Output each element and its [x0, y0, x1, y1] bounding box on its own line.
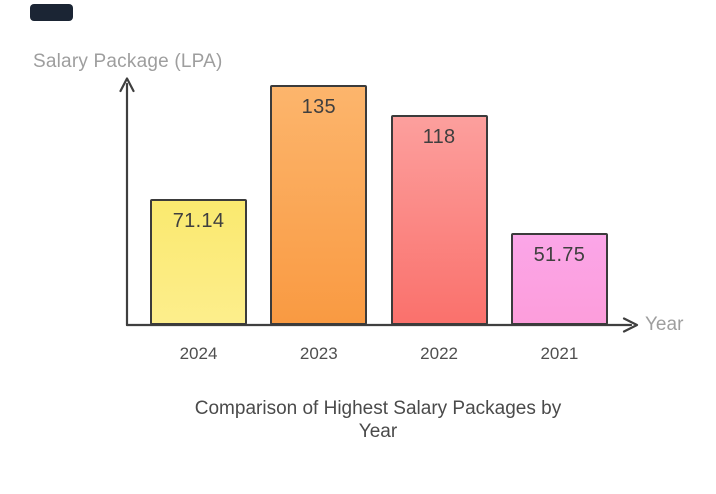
x-axis-label: Year	[645, 314, 684, 335]
bar-value-label-2021: 51.75	[533, 244, 586, 266]
chart-title: Comparison of Highest Salary Packages by…	[194, 398, 562, 442]
bar-2021: 51.75	[510, 233, 608, 325]
bar-2022: 118	[390, 115, 488, 325]
y-axis-line-with-arrow	[119, 77, 135, 327]
x-tick-2024: 2024	[179, 344, 218, 363]
x-tick-2021: 2021	[540, 344, 579, 363]
y-axis-label: Salary Package (LPA)	[33, 51, 223, 72]
x-tick-2023: 2023	[299, 344, 338, 363]
dark-corner-chip	[30, 4, 73, 21]
bar-value-label-2022: 118	[422, 126, 456, 149]
x-tick-2022: 2022	[420, 344, 458, 363]
bar-2024: 71.14	[150, 198, 247, 325]
bar-value-label-2024: 71.14	[172, 209, 225, 232]
bar-2023: 135	[270, 85, 368, 325]
bar-value-label-2023: 135	[301, 96, 336, 118]
x-axis-line-with-arrow	[125, 317, 639, 333]
